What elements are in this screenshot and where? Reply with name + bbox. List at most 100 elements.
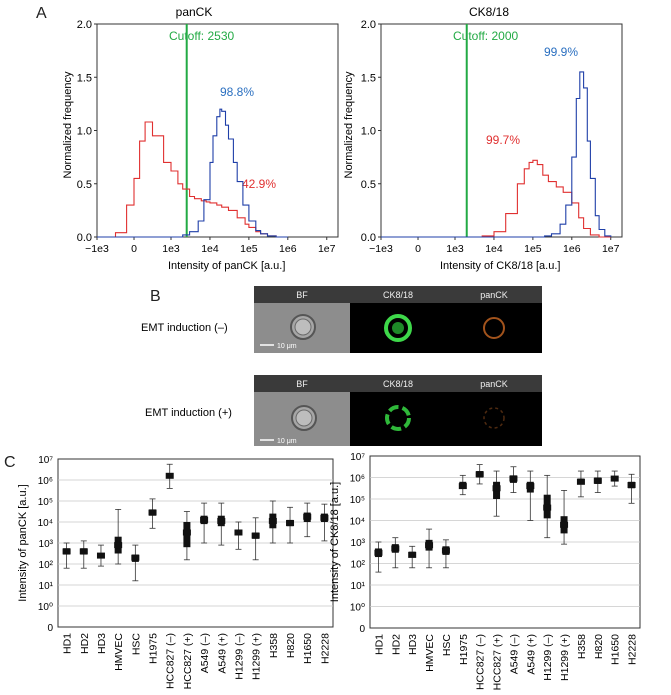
y-tick-label: 0 — [47, 623, 53, 634]
scale-label: 10 μm — [277, 343, 297, 350]
x-tick-label: 0 — [415, 243, 421, 255]
median-marker — [303, 513, 312, 520]
y-tick-label: 0.0 — [361, 232, 376, 244]
header-bf: BF — [296, 290, 308, 300]
series-blue — [97, 108, 288, 238]
category-label: A549 (+) — [525, 634, 537, 675]
x-tick-label: 1e7 — [318, 243, 336, 255]
category-label: HSC — [130, 633, 142, 656]
y-tick-label: 0.5 — [361, 179, 376, 191]
y-tick-label: 1.0 — [77, 126, 92, 138]
median-marker — [391, 545, 400, 552]
y-tick-label: 10⁵ — [38, 497, 53, 508]
category-label: HCC827 (+) — [492, 634, 504, 690]
category-label: H1650 — [302, 633, 314, 664]
category-label: A549 (–) — [199, 633, 211, 673]
x-tick-label: 1e5 — [240, 243, 258, 255]
x-tick-label: 1e4 — [201, 243, 219, 255]
boxplot-panck: 0 10⁰ 10¹ 10² 10³ 10⁴ 10⁵ 10⁶ 10⁷ Intensity of pa… — [17, 455, 334, 689]
median-marker — [441, 547, 450, 554]
x-tick-label: −1e3 — [85, 243, 109, 255]
median-marker — [217, 517, 226, 524]
series-red — [97, 121, 277, 238]
y-tick-label: 10² — [351, 560, 366, 571]
panel-label-c: C — [4, 454, 16, 471]
header-panck: panCK — [480, 379, 508, 389]
histogram-ylabel: Normalized frequency — [62, 71, 74, 178]
series-red — [381, 159, 611, 238]
y-tick-label: 0.0 — [77, 232, 92, 244]
y-tick-label: 1.5 — [77, 72, 92, 84]
median-marker — [408, 551, 417, 558]
y-tick-label: 0 — [359, 624, 365, 635]
panck-image — [446, 303, 542, 353]
category-label: H2228 — [627, 634, 639, 665]
histogram-ck818: CK8/18 Intensity of CK8/18 [a.u.] Normal… — [343, 5, 623, 272]
x-tick-label: 1e7 — [602, 243, 620, 255]
category-label: H1299 (+) — [559, 634, 571, 681]
category-label: HD1 — [62, 633, 74, 654]
x-tick-label: 1e3 — [446, 243, 464, 255]
median-marker — [286, 520, 295, 527]
y-tick-label: 10⁰ — [38, 602, 53, 613]
category-label: H2228 — [319, 633, 331, 664]
category-label: A549 (+) — [216, 633, 228, 674]
y-tick-label: 10⁴ — [38, 518, 53, 529]
y-tick-label: 10³ — [39, 539, 54, 550]
panel-label-a: A — [36, 5, 47, 22]
median-marker — [509, 475, 518, 482]
category-label: H1650 — [610, 634, 622, 665]
y-tick-label: 10² — [39, 560, 54, 571]
y-tick-label: 10³ — [351, 538, 366, 549]
imaging-header-bar — [254, 375, 542, 392]
ck818-cell-core — [392, 322, 404, 334]
category-label: HCC827 (–) — [165, 633, 177, 689]
y-tick-label: 10¹ — [351, 581, 366, 592]
category-label: HD2 — [79, 633, 91, 654]
plot-frame — [380, 23, 623, 238]
median-marker — [560, 521, 569, 528]
imaging-header-bar — [254, 286, 542, 303]
median-marker — [425, 542, 434, 549]
median-marker — [182, 529, 191, 536]
category-label: H1975 — [148, 633, 160, 664]
median-marker — [627, 482, 636, 489]
imaging-panel: EMT induction (–) EMT induction (+) BF C… — [141, 286, 542, 446]
median-marker — [543, 504, 552, 511]
y-tick-label: 1.0 — [361, 126, 376, 138]
blue-population-label: 98.8% — [220, 85, 254, 99]
median-marker — [458, 483, 467, 490]
y-axis-label: Intensity of panCK [a.u.] — [17, 484, 29, 601]
median-marker — [131, 554, 140, 561]
median-marker — [165, 472, 174, 479]
header-panck: panCK — [480, 290, 508, 300]
y-tick-label: 10⁶ — [350, 474, 365, 485]
category-label: H820 — [285, 633, 297, 658]
y-axis-label: Intensity of CK8/18 [a.u.] — [329, 482, 341, 602]
median-marker — [593, 477, 602, 484]
median-marker — [96, 552, 105, 559]
median-marker — [475, 471, 484, 478]
median-marker — [320, 514, 329, 521]
histogram-title: CK8/18 — [469, 5, 509, 19]
header-bf: BF — [296, 379, 308, 389]
median-marker — [62, 548, 71, 555]
panck-cell — [483, 407, 505, 429]
histogram-ylabel: Normalized frequency — [343, 71, 355, 178]
ck818-cell — [385, 405, 411, 431]
y-tick-label: 2.0 — [77, 19, 92, 31]
bf-cell-inner — [294, 318, 312, 336]
category-label: HD2 — [390, 634, 402, 655]
category-label: H358 — [268, 633, 280, 658]
category-label: HMVEC — [113, 633, 125, 671]
category-label: H1299 (–) — [542, 634, 554, 681]
x-tick-label: 0 — [131, 243, 137, 255]
panel-label-b: B — [150, 288, 161, 305]
histogram-xlabel: Intensity of CK8/18 [a.u.] — [440, 260, 560, 272]
scale-label: 10 μm — [277, 438, 297, 445]
y-tick-label: 2.0 — [361, 19, 376, 31]
blue-population-label: 99.9% — [544, 45, 578, 59]
category-label: HCC827 (–) — [475, 634, 487, 690]
red-population-label: 42.9% — [242, 177, 276, 191]
